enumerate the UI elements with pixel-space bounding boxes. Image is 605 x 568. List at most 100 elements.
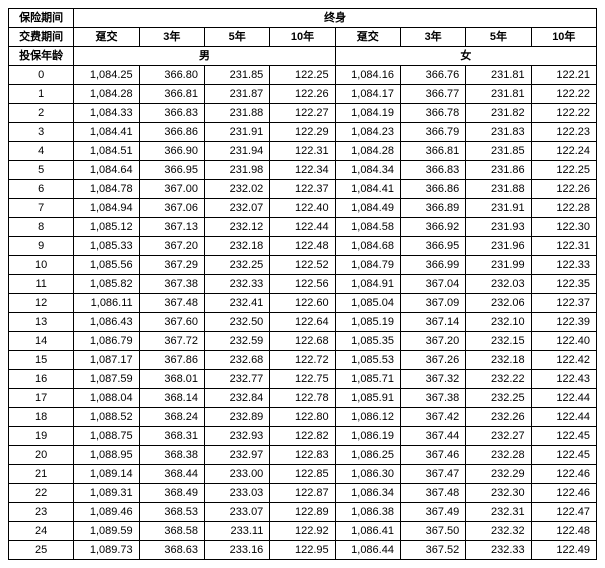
- female-value-cell: 232.18: [466, 351, 531, 370]
- table-row: 241,089.59368.58233.11122.921,086.41367.…: [9, 522, 597, 541]
- male-value-cell: 367.13: [139, 218, 204, 237]
- male-value-cell: 232.12: [204, 218, 269, 237]
- male-value-cell: 1,087.59: [74, 370, 139, 389]
- table-row: 31,084.41366.86231.91122.291,084.23366.7…: [9, 123, 597, 142]
- male-value-cell: 1,085.56: [74, 256, 139, 275]
- female-value-cell: 122.22: [531, 104, 596, 123]
- table-row: 191,088.75368.31232.93122.821,086.19367.…: [9, 427, 597, 446]
- female-value-cell: 122.45: [531, 427, 596, 446]
- male-value-cell: 1,085.82: [74, 275, 139, 294]
- male-value-cell: 367.72: [139, 332, 204, 351]
- male-value-cell: 122.80: [270, 408, 335, 427]
- male-value-cell: 122.34: [270, 161, 335, 180]
- age-cell: 4: [9, 142, 74, 161]
- female-value-cell: 1,084.16: [335, 66, 400, 85]
- female-value-cell: 367.48: [400, 484, 465, 503]
- age-cell: 5: [9, 161, 74, 180]
- table-row: 151,087.17367.86232.68122.721,085.53367.…: [9, 351, 597, 370]
- table-row: 61,084.78367.00232.02122.371,084.41366.8…: [9, 180, 597, 199]
- male-value-cell: 122.78: [270, 389, 335, 408]
- female-value-cell: 367.20: [400, 332, 465, 351]
- male-value-cell: 232.25: [204, 256, 269, 275]
- female-value-cell: 231.86: [466, 161, 531, 180]
- male-value-cell: 122.92: [270, 522, 335, 541]
- male-value-cell: 368.24: [139, 408, 204, 427]
- female-value-cell: 1,084.79: [335, 256, 400, 275]
- male-value-cell: 231.88: [204, 104, 269, 123]
- female-value-cell: 366.83: [400, 161, 465, 180]
- female-value-cell: 366.92: [400, 218, 465, 237]
- payment-opt-f-0: 趸交: [335, 28, 400, 47]
- male-value-cell: 366.81: [139, 85, 204, 104]
- age-cell: 24: [9, 522, 74, 541]
- male-value-cell: 233.16: [204, 541, 269, 560]
- male-value-cell: 122.56: [270, 275, 335, 294]
- female-value-cell: 232.28: [466, 446, 531, 465]
- table-row: 81,085.12367.13232.12122.441,084.58366.9…: [9, 218, 597, 237]
- female-value-cell: 1,084.68: [335, 237, 400, 256]
- female-value-cell: 122.45: [531, 446, 596, 465]
- payment-opt-m-2: 5年: [204, 28, 269, 47]
- male-value-cell: 1,088.95: [74, 446, 139, 465]
- male-value-cell: 232.68: [204, 351, 269, 370]
- payment-opt-f-2: 5年: [466, 28, 531, 47]
- female-value-cell: 231.85: [466, 142, 531, 161]
- female-value-cell: 232.29: [466, 465, 531, 484]
- male-value-cell: 122.40: [270, 199, 335, 218]
- table-row: 101,085.56367.29232.25122.521,084.79366.…: [9, 256, 597, 275]
- male-value-cell: 232.84: [204, 389, 269, 408]
- female-value-cell: 122.21: [531, 66, 596, 85]
- male-value-cell: 368.44: [139, 465, 204, 484]
- female-value-cell: 231.93: [466, 218, 531, 237]
- male-value-cell: 122.75: [270, 370, 335, 389]
- female-value-cell: 231.81: [466, 66, 531, 85]
- female-value-cell: 232.15: [466, 332, 531, 351]
- male-value-cell: 1,089.73: [74, 541, 139, 560]
- female-value-cell: 1,084.23: [335, 123, 400, 142]
- male-value-cell: 122.85: [270, 465, 335, 484]
- male-value-cell: 122.89: [270, 503, 335, 522]
- female-value-cell: 232.03: [466, 275, 531, 294]
- age-cell: 2: [9, 104, 74, 123]
- male-value-cell: 368.14: [139, 389, 204, 408]
- female-value-cell: 232.31: [466, 503, 531, 522]
- female-value-cell: 232.10: [466, 313, 531, 332]
- male-value-cell: 122.29: [270, 123, 335, 142]
- male-value-cell: 231.91: [204, 123, 269, 142]
- female-value-cell: 366.95: [400, 237, 465, 256]
- female-value-cell: 122.46: [531, 465, 596, 484]
- female-value-cell: 1,086.34: [335, 484, 400, 503]
- female-value-cell: 122.43: [531, 370, 596, 389]
- male-value-cell: 367.60: [139, 313, 204, 332]
- table-body: 01,084.25366.80231.85122.251,084.16366.7…: [9, 66, 597, 560]
- male-value-cell: 367.06: [139, 199, 204, 218]
- female-value-cell: 1,085.35: [335, 332, 400, 351]
- female-value-cell: 366.79: [400, 123, 465, 142]
- female-value-cell: 231.82: [466, 104, 531, 123]
- age-cell: 13: [9, 313, 74, 332]
- female-value-cell: 1,085.71: [335, 370, 400, 389]
- age-cell: 15: [9, 351, 74, 370]
- male-value-cell: 367.20: [139, 237, 204, 256]
- male-value-cell: 232.33: [204, 275, 269, 294]
- male-value-cell: 366.90: [139, 142, 204, 161]
- female-value-cell: 367.46: [400, 446, 465, 465]
- age-cell: 6: [9, 180, 74, 199]
- male-value-cell: 122.68: [270, 332, 335, 351]
- female-value-cell: 1,086.41: [335, 522, 400, 541]
- female-value-cell: 1,086.38: [335, 503, 400, 522]
- male-value-cell: 122.95: [270, 541, 335, 560]
- male-value-cell: 366.95: [139, 161, 204, 180]
- female-value-cell: 1,084.49: [335, 199, 400, 218]
- table-row: 111,085.82367.38232.33122.561,084.91367.…: [9, 275, 597, 294]
- female-value-cell: 366.99: [400, 256, 465, 275]
- insurance-period-header: 保险期间: [9, 9, 74, 28]
- female-value-cell: 367.38: [400, 389, 465, 408]
- female-value-cell: 232.32: [466, 522, 531, 541]
- male-value-cell: 368.63: [139, 541, 204, 560]
- female-value-cell: 366.86: [400, 180, 465, 199]
- female-value-cell: 366.76: [400, 66, 465, 85]
- age-cell: 11: [9, 275, 74, 294]
- female-value-cell: 232.22: [466, 370, 531, 389]
- male-value-cell: 1,084.51: [74, 142, 139, 161]
